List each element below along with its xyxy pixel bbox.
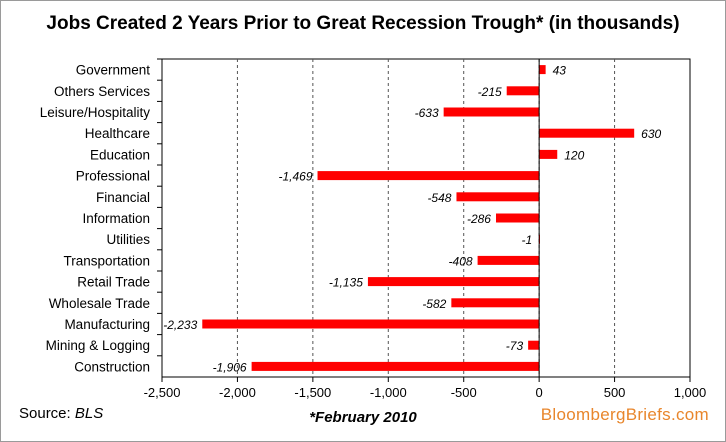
- x-tick-label: 500: [604, 385, 626, 400]
- data-label: 43: [553, 64, 567, 78]
- bar: [528, 340, 540, 350]
- category-label: Transportation: [63, 253, 150, 268]
- category-label: Utilities: [106, 232, 150, 247]
- category-label: Professional: [76, 169, 150, 184]
- data-label: -215: [478, 85, 502, 99]
- x-tick-label: 0: [536, 385, 543, 400]
- bar: [451, 298, 540, 308]
- x-tick-label: -2,000: [219, 385, 256, 400]
- bar: [539, 149, 558, 159]
- data-label: -286: [467, 212, 491, 226]
- data-label: 120: [564, 148, 584, 162]
- data-label: -1,906: [213, 360, 247, 374]
- data-label: -2,233: [163, 318, 197, 332]
- bar: [367, 277, 540, 287]
- category-label: Information: [82, 211, 150, 226]
- data-label: -1: [521, 233, 532, 247]
- bar: [539, 65, 546, 75]
- bar: [456, 192, 540, 202]
- data-label: -1,135: [329, 276, 363, 290]
- source-note: Source: BLS: [19, 405, 103, 422]
- data-label: -548: [427, 191, 451, 205]
- data-label: -582: [422, 297, 446, 311]
- data-label: -1,469: [279, 170, 313, 184]
- category-label: Others Services: [54, 84, 150, 99]
- bar: [317, 171, 540, 181]
- x-tick-label: -500: [451, 385, 477, 400]
- source-value: BLS: [74, 405, 104, 422]
- chart-title: Jobs Created 2 Years Prior to Great Rece…: [46, 13, 680, 34]
- bar: [251, 361, 540, 371]
- data-label: -408: [449, 254, 473, 268]
- data-label: 630: [641, 127, 661, 141]
- category-label: Retail Trade: [77, 275, 150, 290]
- category-label: Healthcare: [85, 126, 150, 141]
- x-tick-label: -1,000: [370, 385, 407, 400]
- data-label: -633: [415, 106, 439, 120]
- x-tick-label: 1,000: [674, 385, 707, 400]
- x-tick-label: -2,500: [144, 385, 181, 400]
- bar-chart: -2,500 -2,000 -1,500 -1,000 -500 0 500 1,000 Gov…: [40, 58, 707, 400]
- category-label: Mining & Logging: [46, 338, 150, 353]
- bar: [202, 319, 540, 329]
- bar: [539, 128, 635, 138]
- bar: [495, 213, 540, 223]
- data-label: -73: [506, 339, 524, 353]
- category-label: Construction: [74, 359, 150, 374]
- source-label: Source:: [19, 405, 75, 422]
- footnote: *February 2010: [309, 409, 417, 426]
- bar: [477, 255, 540, 265]
- category-label: Leisure/Hospitality: [40, 105, 151, 120]
- category-label: Education: [90, 147, 150, 162]
- bar: [443, 107, 540, 117]
- x-tick-label: -1,500: [294, 385, 331, 400]
- bar: [506, 86, 540, 96]
- category-label: Financial: [96, 190, 150, 205]
- plot-area: [161, 58, 691, 378]
- category-label: Manufacturing: [64, 317, 150, 332]
- category-label: Government: [76, 63, 151, 78]
- category-label: Wholesale Trade: [49, 296, 150, 311]
- brand-watermark: BloombergBriefs.com: [540, 405, 709, 424]
